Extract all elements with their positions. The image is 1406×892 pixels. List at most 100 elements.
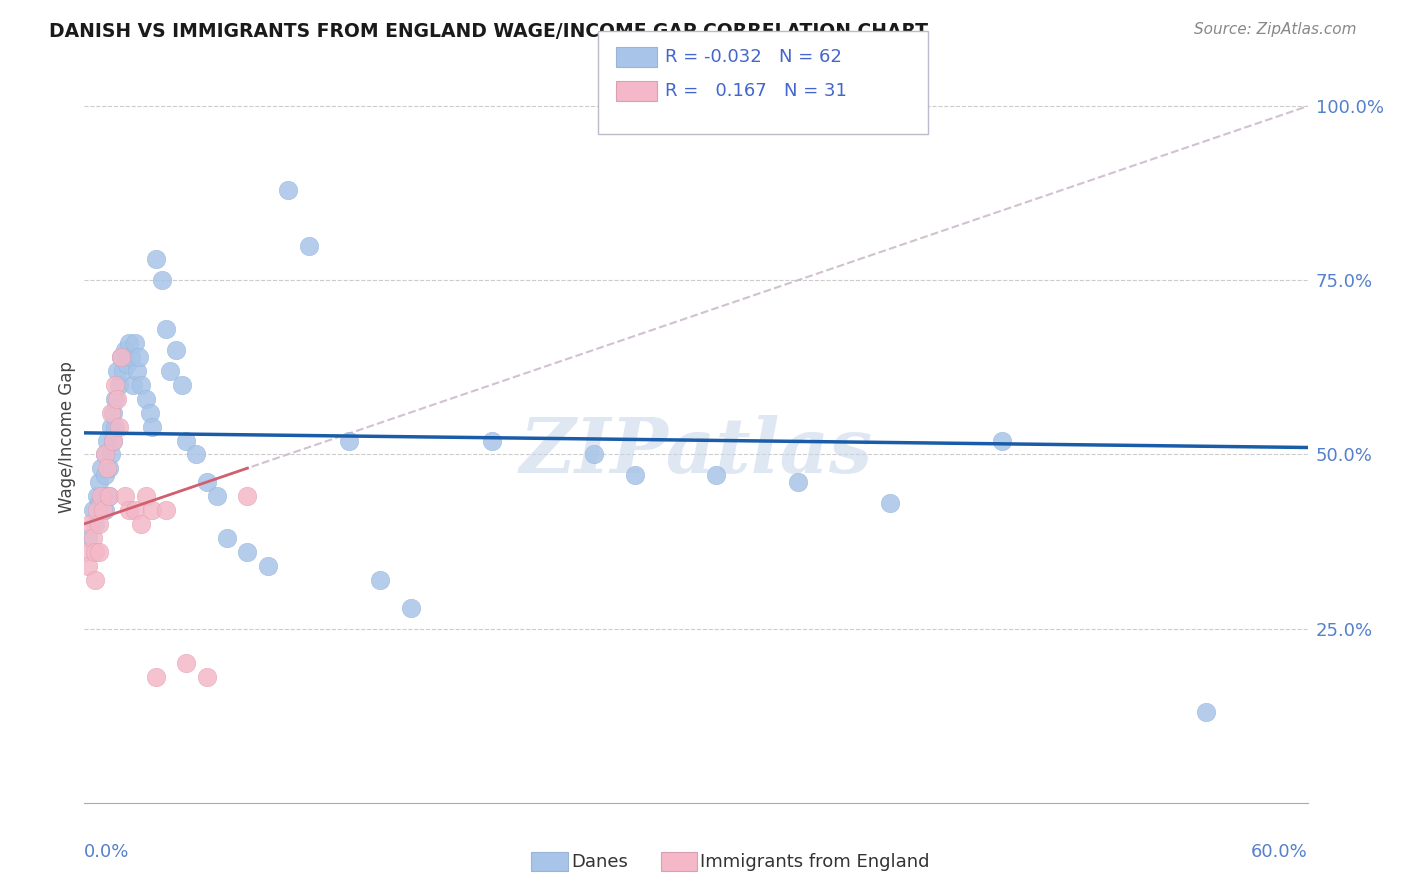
Point [101, 434, 124, 448]
Point [83, 573, 105, 587]
Point [174, 657, 197, 671]
Point [82, 503, 104, 517]
Point [186, 448, 208, 462]
Point [145, 252, 167, 267]
Point [93, 448, 115, 462]
Point [165, 343, 187, 357]
Point [205, 489, 228, 503]
Point [138, 406, 160, 420]
Point [124, 503, 146, 517]
Point [90, 461, 112, 475]
Point [236, 545, 259, 559]
Point [118, 336, 141, 351]
Point [100, 448, 122, 462]
Point [195, 475, 218, 490]
Point [120, 350, 142, 364]
Point [110, 350, 132, 364]
Point [87, 475, 110, 490]
Point [159, 364, 181, 378]
Text: R =   0.167   N = 31: R = 0.167 N = 31 [665, 82, 846, 100]
Point [114, 489, 136, 503]
Point [706, 468, 728, 483]
Point [93, 468, 115, 483]
Point [298, 238, 321, 252]
Point [217, 531, 239, 545]
Text: 60.0%: 60.0% [1251, 843, 1308, 861]
Point [112, 364, 135, 378]
Point [195, 670, 218, 684]
Point [127, 364, 149, 378]
Point [86, 503, 108, 517]
Point [108, 377, 131, 392]
Point [100, 406, 122, 420]
Point [399, 600, 422, 615]
Point [155, 503, 177, 517]
Point [87, 496, 110, 510]
Point [879, 496, 901, 510]
Text: ZIPatlas: ZIPatlas [519, 415, 873, 489]
Point [83, 517, 105, 532]
Point [145, 670, 167, 684]
Point [118, 503, 141, 517]
Point [86, 489, 108, 503]
Point [141, 503, 163, 517]
Point [257, 558, 280, 573]
Point [135, 392, 157, 406]
Y-axis label: Wage/Income Gap: Wage/Income Gap [58, 361, 76, 513]
Point [339, 434, 361, 448]
Point [150, 273, 173, 287]
Point [991, 434, 1014, 448]
Point [91, 503, 114, 517]
Point [104, 419, 127, 434]
Point [787, 475, 810, 490]
Text: Danes: Danes [571, 853, 627, 871]
Point [93, 503, 115, 517]
Point [101, 406, 124, 420]
Point [101, 434, 124, 448]
Point [77, 531, 100, 545]
Point [135, 489, 157, 503]
Point [110, 350, 132, 364]
Point [122, 377, 145, 392]
Point [115, 357, 138, 371]
Point [96, 434, 118, 448]
Point [82, 531, 104, 545]
Point [141, 419, 163, 434]
Point [90, 489, 112, 503]
Point [368, 573, 391, 587]
Point [114, 343, 136, 357]
Point [75, 545, 97, 559]
Text: 0.0%: 0.0% [84, 843, 129, 861]
Point [105, 392, 128, 406]
Point [277, 183, 299, 197]
Point [96, 461, 118, 475]
Point [131, 517, 153, 532]
Point [128, 350, 150, 364]
Point [87, 545, 110, 559]
Point [124, 336, 146, 351]
Point [97, 489, 120, 503]
Point [83, 545, 105, 559]
Point [77, 558, 100, 573]
Point [108, 419, 131, 434]
Point [172, 377, 194, 392]
Point [481, 434, 503, 448]
Point [104, 377, 127, 392]
Point [100, 419, 122, 434]
Text: DANISH VS IMMIGRANTS FROM ENGLAND WAGE/INCOME GAP CORRELATION CHART: DANISH VS IMMIGRANTS FROM ENGLAND WAGE/I… [49, 22, 928, 41]
Point [174, 434, 197, 448]
Point [93, 448, 115, 462]
Point [1195, 705, 1218, 719]
Text: R = -0.032   N = 62: R = -0.032 N = 62 [665, 48, 842, 66]
Point [97, 461, 120, 475]
Text: Source: ZipAtlas.com: Source: ZipAtlas.com [1194, 22, 1357, 37]
Point [236, 489, 259, 503]
Point [583, 448, 606, 462]
Point [91, 489, 114, 503]
Point [131, 377, 153, 392]
Text: Immigrants from England: Immigrants from England [700, 853, 929, 871]
Point [87, 517, 110, 532]
Point [105, 364, 128, 378]
Point [104, 392, 127, 406]
Point [155, 322, 177, 336]
